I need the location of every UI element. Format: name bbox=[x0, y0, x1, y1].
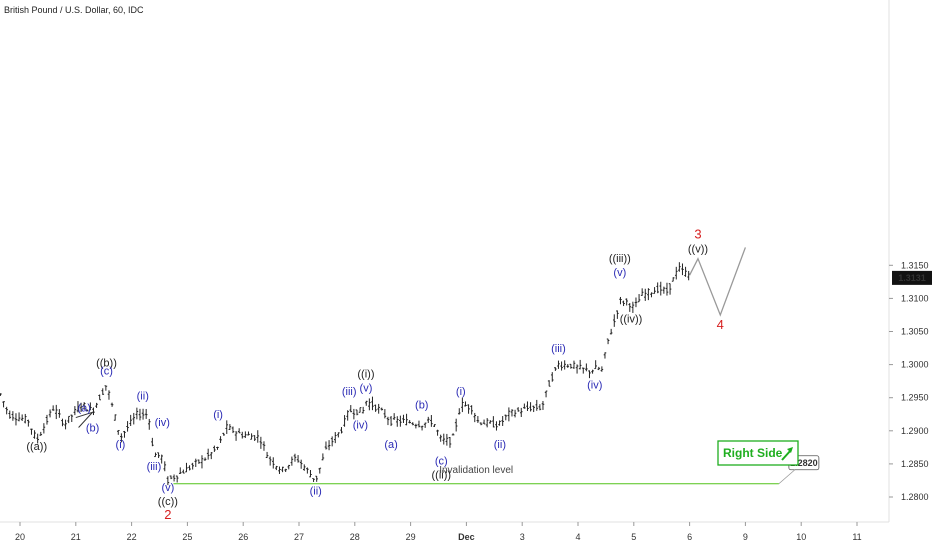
watermark-text: Right Side bbox=[723, 446, 783, 460]
x-tick-label: 9 bbox=[743, 532, 748, 542]
wave-label: (v) bbox=[360, 383, 373, 395]
wave-label: ((v)) bbox=[688, 244, 708, 256]
y-tick-label: 1.2900 bbox=[901, 426, 929, 436]
x-tick-label: 25 bbox=[182, 532, 192, 542]
x-tick-label: 27 bbox=[294, 532, 304, 542]
wave-label: ((iv)) bbox=[620, 313, 643, 325]
x-tick-label: 22 bbox=[127, 532, 137, 542]
wave-label: ((i)) bbox=[357, 369, 374, 381]
wave-label: 3 bbox=[694, 227, 701, 242]
wave-label: (b) bbox=[86, 423, 99, 435]
x-tick-label: 6 bbox=[687, 532, 692, 542]
x-tick-label: 29 bbox=[406, 532, 416, 542]
wave-label: (v) bbox=[613, 267, 626, 279]
x-tick-label: 28 bbox=[350, 532, 360, 542]
wave-label: ((a)) bbox=[26, 441, 47, 453]
projection-path bbox=[689, 247, 747, 317]
wave-label: ((iii)) bbox=[609, 253, 631, 265]
wave-label: (iv) bbox=[353, 419, 368, 431]
invalidation-label: Invalidation level bbox=[439, 465, 513, 476]
wave-label: ((c)) bbox=[158, 496, 178, 508]
triangle-pattern bbox=[75, 411, 95, 428]
x-tick-label: 10 bbox=[796, 532, 806, 542]
wave-label: (a) bbox=[77, 403, 90, 415]
x-tick-label: 21 bbox=[71, 532, 81, 542]
wave-label: 2 bbox=[164, 507, 171, 522]
wave-label: (b) bbox=[415, 399, 428, 411]
x-tick-label: 26 bbox=[238, 532, 248, 542]
wave-label: (ii) bbox=[310, 485, 322, 497]
wave-label: 4 bbox=[717, 317, 724, 332]
wave-label: (i) bbox=[116, 439, 126, 451]
wave-label: (iii) bbox=[342, 386, 357, 398]
watermark-box bbox=[717, 440, 799, 466]
x-tick-label: 4 bbox=[575, 532, 580, 542]
wave-label: (ii) bbox=[137, 391, 149, 403]
wave-label: (i) bbox=[213, 409, 223, 421]
wave-label: (iv) bbox=[155, 417, 170, 429]
current-price-badge bbox=[892, 270, 932, 285]
chart-title: British Pound / U.S. Dollar, 60, IDC bbox=[4, 5, 144, 15]
wave-label: (iii) bbox=[147, 461, 162, 473]
y-tick-label: 1.3100 bbox=[901, 293, 929, 303]
current-price-text: 1.3131 bbox=[898, 273, 926, 283]
y-tick-label: 1.3150 bbox=[901, 260, 929, 270]
x-tick-label: 3 bbox=[520, 532, 525, 542]
x-tick-label: 5 bbox=[631, 532, 636, 542]
wave-label: (c) bbox=[100, 365, 113, 377]
wave-label: (a) bbox=[384, 439, 397, 451]
watermark-arrow-icon bbox=[781, 449, 792, 461]
x-tick-label: Dec bbox=[458, 532, 475, 542]
wave-label: (v) bbox=[161, 482, 174, 494]
y-tick-label: 1.2850 bbox=[901, 459, 929, 469]
wave-label: (iv) bbox=[587, 380, 602, 392]
y-tick-label: 1.2950 bbox=[901, 393, 929, 403]
wave-label: (ii) bbox=[494, 439, 506, 451]
invalidation-price-text: 1.2820 bbox=[790, 458, 818, 468]
watermark-arrowhead-icon bbox=[787, 447, 793, 453]
wave-label: (i) bbox=[456, 386, 466, 398]
wave-label: (c) bbox=[435, 456, 448, 468]
y-tick-label: 1.3050 bbox=[901, 327, 929, 337]
wave-label: ((ii)) bbox=[432, 470, 452, 482]
badge-pointer bbox=[778, 469, 796, 485]
x-tick-label: 11 bbox=[852, 532, 861, 542]
y-tick-label: 1.2800 bbox=[901, 492, 929, 502]
wave-label: (iii) bbox=[551, 343, 566, 355]
x-tick-label: 20 bbox=[15, 532, 25, 542]
y-tick-label: 1.3000 bbox=[901, 360, 929, 370]
wave-label: ((b)) bbox=[96, 358, 117, 370]
